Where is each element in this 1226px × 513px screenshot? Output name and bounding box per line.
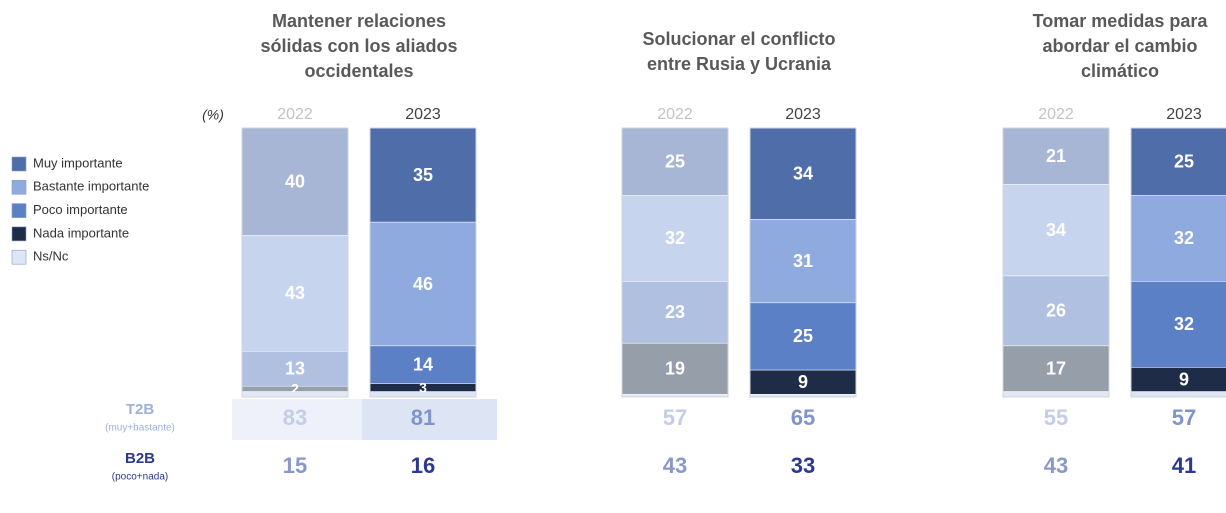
segment-label: 43 [285,283,305,303]
bar-segment [1130,127,1226,196]
year-label: 2023 [785,106,821,123]
segment-label: 23 [665,302,685,322]
chart-title: entre Rusia y Ucrania [647,54,832,74]
legend-label: Bastante importante [33,179,149,194]
t2b-value: 83 [283,405,307,430]
bar-segment [749,369,857,395]
chart-title: Tomar medidas para [1033,11,1209,31]
bar-segment [1130,367,1226,392]
t2b-sublabel: (muy+bastante) [105,423,175,434]
t2b-value: 81 [411,405,435,430]
legend-swatch [11,203,27,218]
year-label: 2023 [405,106,441,123]
chart-title: climático [1081,61,1159,81]
bar-segment [1002,391,1110,398]
legend-label: Poco importante [33,202,128,217]
segment-label: 32 [665,228,685,248]
segment-label: 17 [1046,359,1066,379]
segment-label: 26 [1046,301,1066,321]
segment-label: 40 [285,172,305,192]
b2b-value: 43 [663,453,687,478]
segment-label: 25 [1174,151,1194,171]
b2b-value: 16 [411,453,435,478]
segment-label: 31 [793,251,813,271]
segment-label: 9 [798,372,808,392]
segment-label: 32 [1174,228,1194,248]
bar-outline [749,127,857,398]
bar-segment [1002,275,1110,347]
bar-segment [621,127,729,196]
legend-swatch [11,249,27,265]
legend-swatch [11,226,27,242]
segment-label: 13 [285,359,305,379]
segment-label: 25 [793,326,813,346]
bar-segment [369,345,477,384]
b2b-value: 15 [283,453,307,478]
segment-label: 35 [413,165,433,185]
bar-segment [369,221,477,347]
chart-title: Mantener relaciones [272,11,446,31]
legend-label: Nada importante [33,225,129,240]
bar-segment [241,235,349,352]
bar-segment [241,391,349,398]
t2b-value: 57 [663,405,687,430]
legend-swatch [11,156,27,172]
segment-label: 25 [665,151,685,171]
t2b-value: 65 [791,405,815,430]
b2b-label: B2B [125,450,155,467]
bar-segment [749,127,857,220]
bar-outline [369,127,477,398]
b2b-value: 43 [1044,453,1068,478]
segment-label: 34 [793,163,813,183]
bar-outline [1130,127,1226,398]
chart-title: abordar el cambio [1042,36,1197,56]
bar-segment [1002,345,1110,392]
chart-title: occidentales [304,61,413,81]
summary-highlight [232,399,362,440]
segment-label: 21 [1046,146,1066,166]
year-label: 2023 [1166,106,1202,123]
t2b-value: 55 [1044,405,1068,430]
bar-segment [1002,184,1110,277]
b2b-value: 33 [791,453,815,478]
bar-segment [1130,391,1226,398]
legend-swatch [11,180,27,195]
year-label: 2022 [1038,106,1074,123]
bar-outline [241,127,349,398]
segment-label: 3 [419,379,427,395]
t2b-value: 57 [1172,405,1196,430]
t2b-label: T2B [126,401,155,418]
bar-segment [369,127,477,223]
b2b-sublabel: (poco+nada) [112,472,168,483]
segment-label: 2 [291,381,299,397]
bar-outline [1002,127,1110,398]
bar-segment [749,219,857,304]
bar-segment [1130,281,1226,368]
bar-segment [369,391,477,398]
chart-title: Solucionar el conflicto [642,29,835,49]
bar-segment [749,302,857,371]
bar-segment [621,342,729,395]
segment-label: 34 [1046,220,1066,240]
bar-segment [241,351,349,387]
segment-label: 32 [1174,314,1194,334]
bar-segment [241,127,349,236]
unit-label: (%) [202,107,224,123]
b2b-value: 41 [1172,453,1196,478]
year-label: 2022 [657,106,693,123]
segment-label: 46 [413,274,433,294]
segment-label: 19 [665,359,685,379]
year-label: 2022 [277,106,313,123]
summary-highlight [362,399,497,440]
segment-label: 9 [1179,369,1189,389]
legend-label: Muy importante [33,155,123,170]
bar-outline [621,127,729,398]
bar-segment [1130,195,1226,282]
chart-title: sólidas con los aliados [260,36,457,56]
legend-label: Ns/Nc [33,249,69,264]
bar-segment [621,195,729,282]
segment-label: 14 [413,354,433,374]
